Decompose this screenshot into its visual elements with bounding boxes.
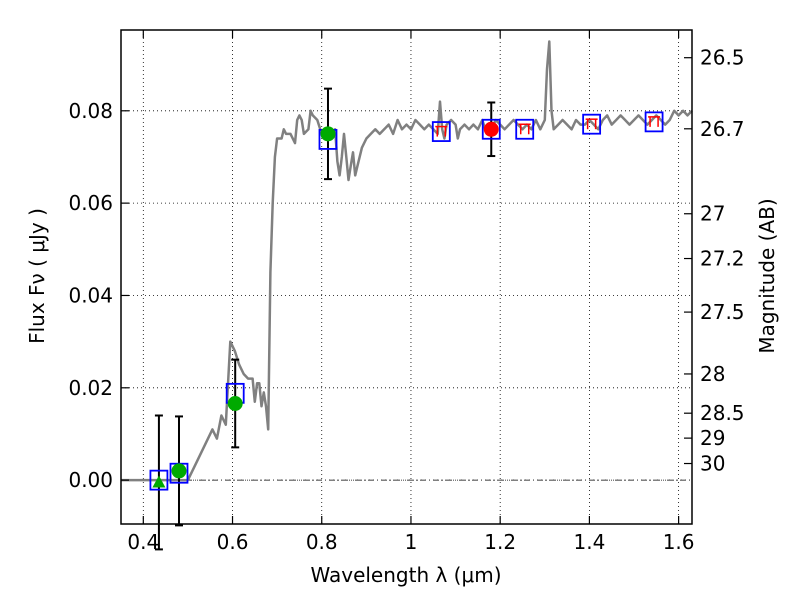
observed-points xyxy=(152,121,499,488)
upper-limit-marker xyxy=(585,118,598,130)
model-band-markers xyxy=(149,111,664,491)
x-tick-label: 1 xyxy=(405,530,418,554)
magnitude-axis-title: Magnitude (AB) xyxy=(755,198,779,353)
observed-point xyxy=(483,121,499,137)
magnitude-tick-label: 27.5 xyxy=(700,300,745,324)
plot-frame xyxy=(120,29,693,525)
model-band-square xyxy=(481,118,501,140)
magnitude-tick-label: 29 xyxy=(700,426,725,450)
y-tick-label: 0.04 xyxy=(68,283,113,307)
magnitude-tick-label: 30 xyxy=(700,452,725,476)
x-tick-label: 1.2 xyxy=(484,530,516,554)
x-tick-label: 1.4 xyxy=(573,530,605,554)
observed-point xyxy=(227,396,243,412)
magnitude-tick-label: 26.7 xyxy=(700,117,745,141)
magnitude-tick-label: 28.5 xyxy=(700,401,745,425)
y-ticks: 0.00 0.02 0.04 0.06 0.08 xyxy=(68,99,129,492)
upper-limit-marker xyxy=(648,116,661,127)
x-tick-label: 0.4 xyxy=(127,530,159,554)
y-tick-label: 0.00 xyxy=(68,468,113,492)
y-tick-label: 0.02 xyxy=(68,376,113,400)
observed-point xyxy=(320,126,336,142)
observed-point xyxy=(171,463,187,479)
model-band-square xyxy=(582,113,602,135)
x-tick-label: 0.6 xyxy=(217,530,249,554)
x-tick-label: 0.8 xyxy=(306,530,338,554)
magnitude-tick-label: 26.5 xyxy=(700,46,745,70)
model-spectrum xyxy=(121,40,693,482)
model-band-square xyxy=(431,121,451,142)
model-spectrum-line xyxy=(121,40,693,482)
model-band-square xyxy=(515,118,535,140)
observed-point-triangle xyxy=(152,475,166,488)
magnitude-tick-label: 27 xyxy=(700,202,725,226)
y-axis-title: Flux Fν ( μJy ) xyxy=(25,208,49,344)
upper-limit-marker xyxy=(435,125,448,137)
x-tick-label: 1.6 xyxy=(663,530,695,554)
y-tick-label: 0.06 xyxy=(68,191,113,215)
axes-frame xyxy=(120,29,693,525)
x-axis-title: Wavelength λ (μm) xyxy=(310,563,501,587)
upper-limit-marker xyxy=(518,123,531,135)
magnitude-tick-label: 27.2 xyxy=(700,247,745,271)
model-band-square xyxy=(149,469,169,491)
model-band-square xyxy=(644,111,664,133)
x-ticks: 0.4 0.6 0.8 1 1.2 1.4 1.6 xyxy=(127,30,695,554)
magnitude-tick-label: 28 xyxy=(700,362,725,386)
y-tick-label: 0.08 xyxy=(68,99,113,123)
